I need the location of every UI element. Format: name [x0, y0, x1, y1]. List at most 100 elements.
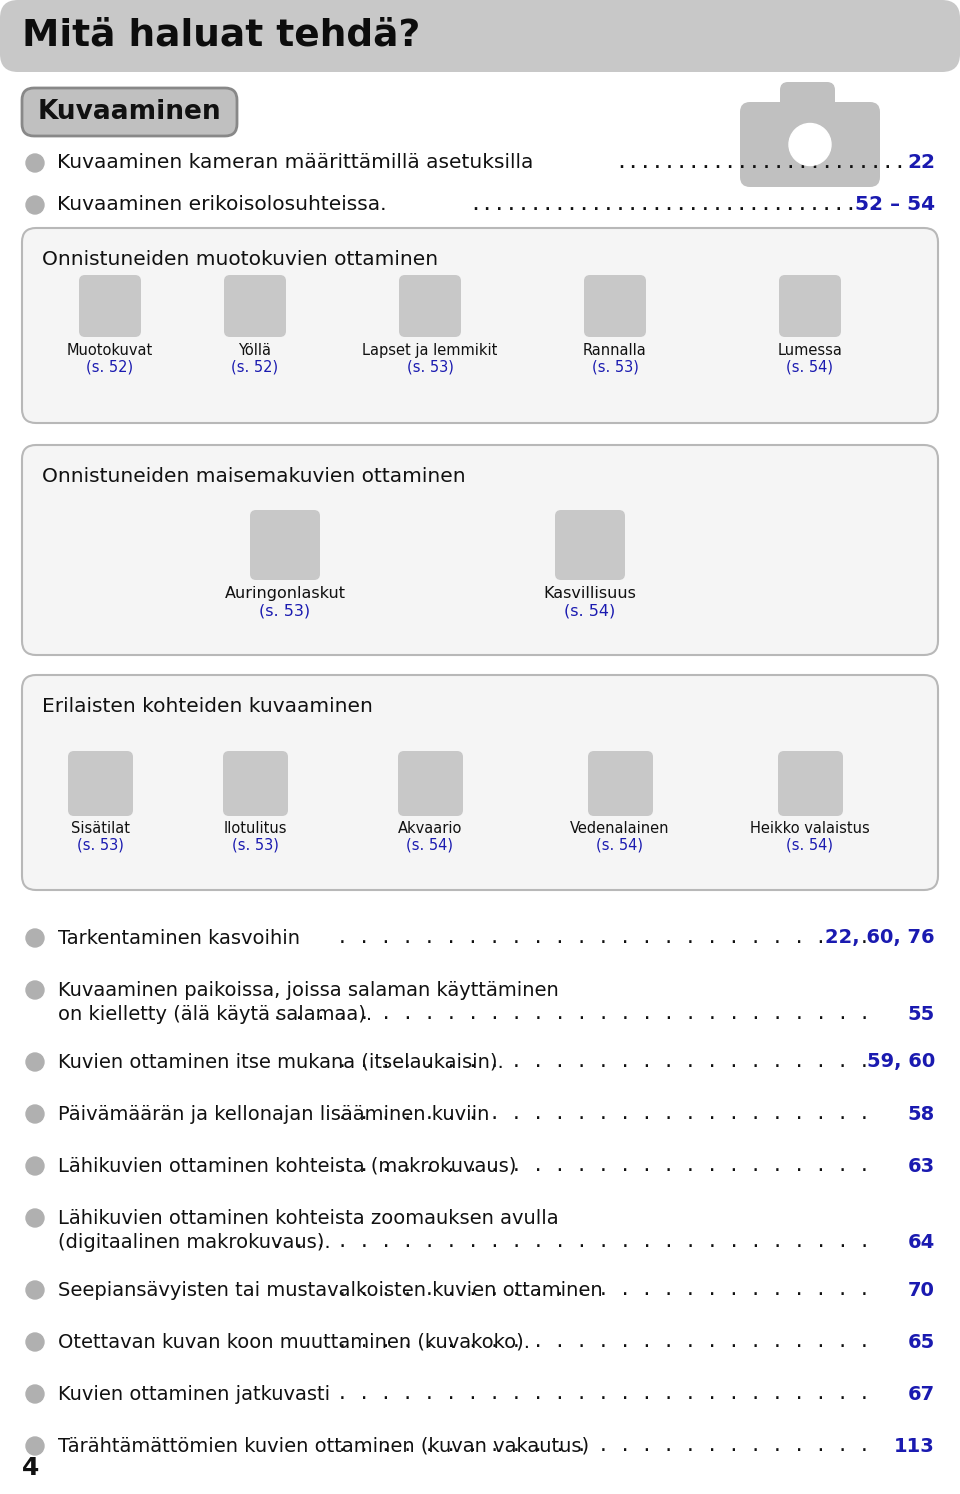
Text: (s. 54): (s. 54)	[406, 837, 453, 852]
Text: Kuvien ottaminen jatkuvasti: Kuvien ottaminen jatkuvasti	[58, 1385, 330, 1403]
Text: Onnistuneiden maisemakuvien ottaminen: Onnistuneiden maisemakuvien ottaminen	[42, 468, 466, 486]
Text: 22, 60, 76: 22, 60, 76	[826, 928, 935, 947]
Text: . . . . . . . . . . . . . . . . . . . . . . . . .: . . . . . . . . . . . . . . . . . . . . …	[337, 1333, 870, 1351]
FancyBboxPatch shape	[778, 751, 843, 816]
Text: Tärähtämättömien kuvien ottaminen (kuvan vakautus): Tärähtämättömien kuvien ottaminen (kuvan…	[58, 1437, 589, 1455]
Text: Kuvaaminen erikoisolosuhteissa.: Kuvaaminen erikoisolosuhteissa.	[57, 196, 387, 215]
Text: Lähikuvien ottaminen kohteista zoomauksen avulla: Lähikuvien ottaminen kohteista zoomaukse…	[58, 1209, 559, 1228]
Text: . . . . . . . . . . . . . . . . . . . . . . . . .: . . . . . . . . . . . . . . . . . . . . …	[337, 1156, 870, 1174]
Text: 58: 58	[908, 1104, 935, 1123]
Text: Rannalla: Rannalla	[583, 344, 647, 359]
Text: Ilotulitus: Ilotulitus	[224, 822, 287, 837]
Text: Akvaario: Akvaario	[397, 822, 462, 837]
FancyBboxPatch shape	[399, 275, 461, 338]
Text: 59, 60: 59, 60	[867, 1052, 935, 1071]
Text: Lapset ja lemmikit: Lapset ja lemmikit	[362, 344, 497, 359]
FancyBboxPatch shape	[22, 88, 237, 136]
Text: 52 – 54: 52 – 54	[854, 196, 935, 215]
FancyBboxPatch shape	[584, 275, 646, 338]
Text: Kuvaaminen paikoissa, joissa salaman käyttäminen: Kuvaaminen paikoissa, joissa salaman käy…	[58, 980, 559, 999]
Text: on kielletty (älä käytä salamaa).: on kielletty (älä käytä salamaa).	[58, 1004, 372, 1023]
Text: (digitaalinen makrokuvaus).: (digitaalinen makrokuvaus).	[58, 1233, 330, 1252]
Text: Kasvillisuus: Kasvillisuus	[543, 586, 636, 601]
Text: 70: 70	[908, 1280, 935, 1300]
Text: . . . . . . . . . . . . . . . . . . . . . . . . . . . .: . . . . . . . . . . . . . . . . . . . . …	[272, 1005, 870, 1023]
Text: Sisätilat: Sisätilat	[70, 822, 130, 837]
Text: (s. 52): (s. 52)	[231, 359, 278, 374]
FancyBboxPatch shape	[588, 751, 653, 816]
Text: (s. 54): (s. 54)	[596, 837, 643, 852]
Text: . . . . . . . . . . . . . . . . . . . . . . . . . . . .: . . . . . . . . . . . . . . . . . . . . …	[272, 1233, 870, 1250]
Text: Muotokuvat: Muotokuvat	[67, 344, 154, 359]
Circle shape	[26, 1280, 44, 1298]
Text: (s. 53): (s. 53)	[231, 837, 278, 852]
FancyBboxPatch shape	[224, 275, 286, 338]
Text: . . . . . . . . . . . . . . . . . . . . . . . . .: . . . . . . . . . . . . . . . . . . . . …	[337, 929, 870, 947]
Text: 4: 4	[22, 1457, 39, 1481]
Circle shape	[26, 1156, 44, 1174]
FancyBboxPatch shape	[68, 751, 133, 816]
Text: (s. 54): (s. 54)	[564, 604, 615, 619]
Text: 55: 55	[908, 1004, 935, 1023]
Text: 67: 67	[908, 1385, 935, 1403]
Text: Lähikuvien ottaminen kohteista (makrokuvaus): Lähikuvien ottaminen kohteista (makrokuv…	[58, 1156, 516, 1176]
Text: . . . . . . . . . . . . . . . . . . . . . . . . .: . . . . . . . . . . . . . . . . . . . . …	[337, 1053, 870, 1071]
Text: Heikko valaistus: Heikko valaistus	[750, 822, 870, 837]
Text: (s. 52): (s. 52)	[86, 359, 133, 374]
Circle shape	[26, 1106, 44, 1123]
FancyBboxPatch shape	[740, 102, 880, 187]
Text: (s. 53): (s. 53)	[77, 837, 124, 852]
Text: Auringonlaskut: Auringonlaskut	[225, 586, 346, 601]
Text: 113: 113	[895, 1437, 935, 1455]
Text: . . . . . . . . . . . . . . . . . . . . . . . . .: . . . . . . . . . . . . . . . . . . . . …	[337, 1385, 870, 1403]
Text: . . . . . . . . . . . . . . . . . . . . . . . . .: . . . . . . . . . . . . . . . . . . . . …	[337, 1437, 870, 1455]
Text: (s. 53): (s. 53)	[407, 359, 453, 374]
Text: Yöllä: Yöllä	[238, 344, 272, 359]
FancyBboxPatch shape	[0, 0, 960, 72]
Circle shape	[26, 1385, 44, 1403]
Text: (s. 53): (s. 53)	[259, 604, 311, 619]
Text: 64: 64	[908, 1233, 935, 1252]
Circle shape	[26, 1209, 44, 1227]
Text: Seepiansävyisten tai mustavalkoisten kuvien ottaminen: Seepiansävyisten tai mustavalkoisten kuv…	[58, 1280, 603, 1300]
Text: 65: 65	[908, 1333, 935, 1352]
Text: Kuvaaminen kameran määrittämillä asetuksilla: Kuvaaminen kameran määrittämillä asetuks…	[57, 154, 534, 172]
Circle shape	[778, 112, 842, 176]
Text: . . . . . . . . . . . . . . . . . . . . . . . . .: . . . . . . . . . . . . . . . . . . . . …	[337, 1106, 870, 1123]
Circle shape	[26, 982, 44, 999]
Text: . . . . . . . . . . . . . . . . . . . . . . . . .: . . . . . . . . . . . . . . . . . . . . …	[337, 1280, 870, 1298]
Text: Onnistuneiden muotokuvien ottaminen: Onnistuneiden muotokuvien ottaminen	[42, 249, 438, 269]
FancyBboxPatch shape	[79, 275, 141, 338]
FancyBboxPatch shape	[223, 751, 288, 816]
Text: ..........................: ..........................	[614, 154, 930, 172]
Text: Mitä haluat tehdä?: Mitä haluat tehdä?	[22, 18, 420, 54]
Circle shape	[26, 1437, 44, 1455]
FancyBboxPatch shape	[22, 229, 938, 423]
Text: ..................................: ..................................	[468, 196, 881, 215]
FancyBboxPatch shape	[779, 275, 841, 338]
FancyBboxPatch shape	[250, 509, 320, 580]
Text: 22: 22	[907, 154, 935, 172]
Circle shape	[26, 929, 44, 947]
Text: (s. 53): (s. 53)	[591, 359, 638, 374]
Text: Kuvien ottaminen itse mukana (itselaukaisin).: Kuvien ottaminen itse mukana (itselaukai…	[58, 1052, 504, 1071]
FancyBboxPatch shape	[398, 751, 463, 816]
Text: Päivämäärän ja kellonajan lisääminen kuviin: Päivämäärän ja kellonajan lisääminen kuv…	[58, 1104, 490, 1123]
Text: Tarkentaminen kasvoihin: Tarkentaminen kasvoihin	[58, 928, 300, 947]
FancyBboxPatch shape	[780, 82, 835, 111]
Circle shape	[26, 1053, 44, 1071]
Text: Lumessa: Lumessa	[778, 344, 843, 359]
Text: Kuvaaminen: Kuvaaminen	[37, 99, 222, 125]
FancyBboxPatch shape	[555, 509, 625, 580]
Text: (s. 54): (s. 54)	[786, 359, 833, 374]
Circle shape	[26, 196, 44, 214]
Circle shape	[26, 154, 44, 172]
FancyBboxPatch shape	[22, 445, 938, 654]
Circle shape	[789, 124, 831, 166]
Text: Vedenalainen: Vedenalainen	[570, 822, 670, 837]
Text: Erilaisten kohteiden kuvaaminen: Erilaisten kohteiden kuvaaminen	[42, 698, 372, 716]
Text: Otettavan kuvan koon muuttaminen (kuvakoko).: Otettavan kuvan koon muuttaminen (kuvako…	[58, 1333, 530, 1352]
Text: (s. 54): (s. 54)	[786, 837, 833, 852]
Text: 63: 63	[908, 1156, 935, 1176]
Circle shape	[26, 1333, 44, 1351]
